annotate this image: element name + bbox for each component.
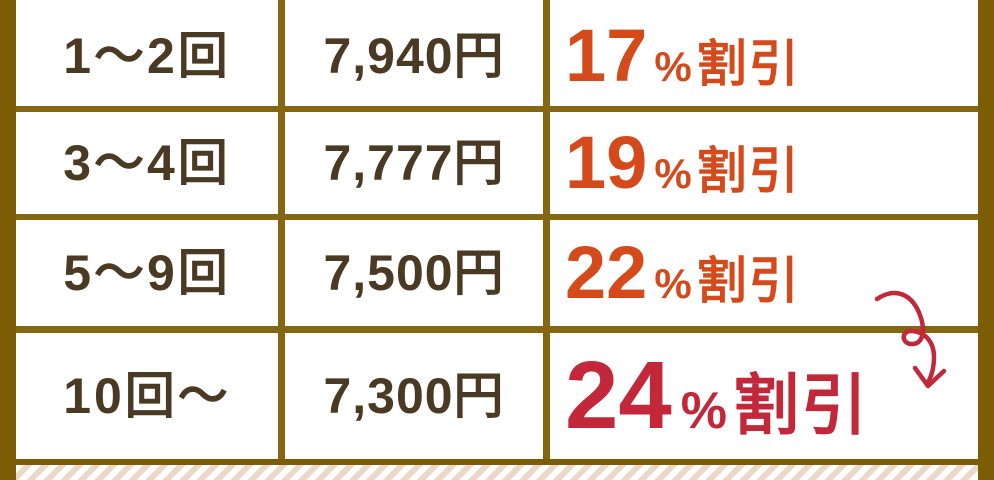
row-divider <box>16 326 978 333</box>
price-cell: 7,500円 <box>285 248 543 298</box>
discount-value: 19 <box>565 121 648 204</box>
discount-cell: 24 % 割引 <box>550 348 978 444</box>
count-range-text: 1〜2回 <box>63 28 231 84</box>
price-text: 7,500円 <box>323 245 505 301</box>
percent-sign: % <box>654 150 692 197</box>
table-body: 1〜2回 7,940円 17 % 割引 3〜4回 7,777円 <box>16 0 978 459</box>
count-range-cell: 5〜9回 <box>16 248 278 298</box>
price-text: 7,777円 <box>323 135 505 191</box>
discount-text: 19 % 割引 <box>565 126 801 200</box>
discount-cell: 22 % 割引 <box>550 236 978 310</box>
percent-sign: % <box>680 382 728 440</box>
table-row: 3〜4回 7,777円 19 % 割引 <box>16 112 978 214</box>
discount-cell: 19 % 割引 <box>550 126 978 200</box>
table-frame-right-border <box>978 0 994 480</box>
discount-value: 22 <box>565 231 648 314</box>
row-divider <box>16 214 978 220</box>
count-range-cell: 10回〜 <box>16 371 278 421</box>
discount-text: 24 % 割引 <box>565 348 869 444</box>
curved-arrow-down-icon <box>874 290 947 389</box>
price-text: 7,300円 <box>323 368 505 424</box>
price-text: 7,940円 <box>323 28 505 84</box>
column-divider <box>543 0 550 459</box>
discount-label: 割引 <box>696 143 801 199</box>
discount-cell: 17 % 割引 <box>550 19 978 93</box>
count-range-text: 10回〜 <box>63 368 231 424</box>
table-bottom-border <box>16 459 978 465</box>
table-frame-left-border <box>0 0 16 480</box>
percent-sign: % <box>654 260 692 307</box>
discount-value: 24 <box>565 342 672 449</box>
count-range-text: 5〜9回 <box>63 245 231 301</box>
percent-sign: % <box>654 43 692 90</box>
discount-label: 割引 <box>696 253 801 309</box>
count-range-cell: 3〜4回 <box>16 138 278 188</box>
count-range-text: 3〜4回 <box>63 135 231 191</box>
price-cell: 7,940円 <box>285 31 543 81</box>
count-range-cell: 1〜2回 <box>16 31 278 81</box>
striped-trim-decoration <box>16 465 978 480</box>
discount-label: 割引 <box>696 36 801 92</box>
price-cell: 7,777円 <box>285 138 543 188</box>
table-row-emphasized: 10回〜 7,300円 24 % 割引 <box>16 333 978 459</box>
price-cell: 7,300円 <box>285 371 543 421</box>
table-row: 5〜9回 7,500円 22 % 割引 <box>16 220 978 326</box>
table-row: 1〜2回 7,940円 17 % 割引 <box>16 0 978 106</box>
column-divider <box>278 0 285 459</box>
discount-label: 割引 <box>733 368 870 442</box>
discount-value: 17 <box>565 14 648 97</box>
discount-text: 22 % 割引 <box>565 236 801 310</box>
discount-text: 17 % 割引 <box>565 19 801 93</box>
row-divider <box>16 106 978 112</box>
